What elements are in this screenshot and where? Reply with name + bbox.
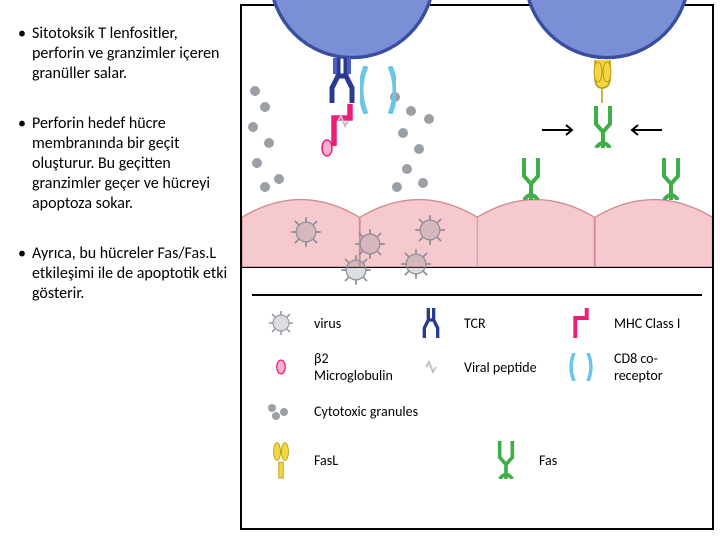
granule-dot [406, 106, 416, 116]
membrane-cell-4 [595, 196, 713, 268]
granule-dot [252, 158, 262, 168]
legend-row-1: virus TCR MHC Class I [252, 306, 702, 340]
fas-icon [477, 441, 535, 479]
mhc-icon [552, 308, 610, 338]
bullet-dot: • [18, 244, 32, 304]
viral-peptide-icon [336, 114, 350, 128]
bullet-3-text: Ayrıca, bu hücreler Fas/Fas.L etkileşimi… [32, 244, 232, 304]
legend-virus-label: virus [310, 315, 402, 332]
legend-fas-label: Fas [535, 452, 702, 469]
t-cell-right [522, 0, 692, 61]
granule-dot [250, 86, 260, 96]
tcr-icon [328, 58, 356, 103]
legend: virus TCR MHC Class I [242, 288, 712, 528]
granule-dot [260, 102, 270, 112]
granule-dot [260, 182, 270, 192]
b2m-icon [252, 357, 310, 377]
bullet-3: • Ayrıca, bu hücreler Fas/Fas.L etkileşi… [18, 244, 232, 304]
granule-dot [398, 128, 408, 138]
legend-tcr-label: TCR [460, 315, 552, 332]
text-column: • Sitotoksik T lenfositler, perforin ve … [0, 0, 240, 540]
bullet-1-text: Sitotoksik T lenfositler, perforin ve gr… [32, 24, 232, 84]
granule-dot [414, 144, 424, 154]
granule-dot [418, 178, 428, 188]
virus-icon [340, 254, 372, 286]
legend-cd8-label: CD8 co-receptor [610, 350, 702, 384]
viral-peptide-icon [402, 360, 460, 374]
fas-icon [592, 106, 614, 148]
cd8-icon [360, 66, 396, 114]
bullet-dot: • [18, 24, 32, 84]
legend-row-4: FasL Fas [252, 438, 702, 482]
t-cell-left [267, 0, 437, 61]
virus-icon [400, 248, 432, 280]
cd8-icon [552, 353, 610, 381]
bullet-2-text: Perforin hedef hücre membranında bir geç… [32, 114, 232, 214]
granule-dot [392, 182, 402, 192]
virus-icon [290, 216, 322, 248]
diagram: virus TCR MHC Class I [240, 4, 714, 530]
granule-dot [424, 114, 434, 124]
legend-fasL-label: FasL [310, 452, 477, 469]
legend-gran-label: Cytotoxic granules [310, 403, 702, 420]
arrow-left-icon [626, 124, 662, 136]
virus-icon [414, 214, 446, 246]
arrow-right-icon [542, 124, 578, 136]
fasL-icon [252, 441, 310, 479]
granule-dot [402, 164, 412, 174]
fas-icon [660, 158, 682, 200]
legend-vpep-label: Viral peptide [460, 359, 552, 376]
granule-dot [248, 122, 258, 132]
bullet-2: • Perforin hedef hücre membranında bir g… [18, 114, 232, 214]
legend-mhc-label: MHC Class I [610, 315, 702, 332]
fasL-icon [590, 60, 615, 103]
interaction-panel [242, 6, 712, 288]
bullet-1: • Sitotoksik T lenfositler, perforin ve … [18, 24, 232, 84]
membrane-cell-3 [477, 196, 595, 268]
legend-row-2: β2 Microglobulin Viral peptide CD8 co-re… [252, 350, 702, 384]
bullet-dot: • [18, 114, 32, 214]
b2m-icon [320, 138, 334, 158]
granule-dot [264, 138, 274, 148]
legend-separator [252, 294, 702, 296]
granule-dot [274, 174, 284, 184]
tcr-icon [402, 308, 460, 338]
virus-icon [252, 310, 310, 336]
granule-icon [252, 402, 310, 420]
legend-b2m-label: β2 Microglobulin [310, 350, 402, 384]
legend-row-3: Cytotoxic granules [252, 394, 702, 428]
fas-icon [520, 158, 542, 200]
